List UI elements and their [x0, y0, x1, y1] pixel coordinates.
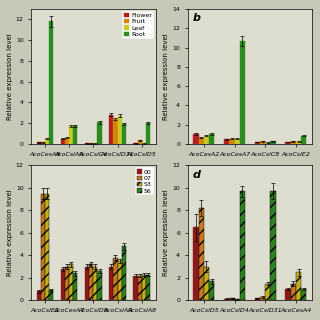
Text: b: b — [193, 13, 201, 23]
Bar — [296, 272, 301, 300]
Bar — [235, 299, 240, 300]
Bar — [224, 139, 229, 144]
Bar — [146, 275, 150, 300]
Bar — [69, 126, 73, 144]
Bar — [235, 139, 240, 144]
Bar — [224, 299, 229, 300]
Bar — [65, 267, 69, 300]
Bar — [193, 227, 199, 300]
Bar — [296, 141, 301, 144]
Bar — [122, 124, 126, 144]
Bar — [260, 141, 265, 144]
Bar — [229, 298, 235, 300]
Bar — [117, 261, 122, 300]
Bar — [37, 292, 41, 300]
Bar — [69, 264, 73, 300]
Bar — [270, 191, 276, 300]
Bar — [146, 123, 150, 144]
Bar — [291, 141, 296, 144]
Bar — [204, 136, 209, 144]
Bar — [229, 139, 235, 144]
Bar — [285, 289, 291, 300]
Bar — [138, 140, 142, 144]
Bar — [255, 298, 260, 300]
Bar — [109, 267, 113, 300]
Bar — [193, 134, 199, 144]
Bar — [98, 271, 102, 300]
Bar — [142, 143, 146, 144]
Bar — [209, 281, 214, 300]
Bar — [199, 138, 204, 144]
Bar — [265, 284, 270, 300]
Bar — [85, 143, 89, 144]
Bar — [199, 208, 204, 300]
Bar — [117, 116, 122, 144]
Bar — [41, 194, 45, 300]
Bar — [37, 142, 41, 144]
Bar — [65, 138, 69, 144]
Bar — [133, 276, 138, 300]
Bar — [98, 122, 102, 144]
Bar — [61, 269, 65, 300]
Bar — [113, 258, 117, 300]
Bar — [49, 290, 53, 300]
Y-axis label: Relative expression level: Relative expression level — [164, 189, 169, 276]
Text: d: d — [193, 170, 201, 180]
Bar — [142, 275, 146, 300]
Bar — [45, 194, 49, 300]
Bar — [270, 141, 276, 144]
Bar — [41, 142, 45, 144]
Bar — [209, 134, 214, 144]
Bar — [133, 143, 138, 144]
Bar — [285, 142, 291, 144]
Legend: Flower, Fruit, Leaf, Root: Flower, Fruit, Leaf, Root — [122, 11, 154, 39]
Bar — [89, 143, 93, 144]
Bar — [301, 289, 306, 300]
Bar — [240, 41, 245, 144]
Bar — [73, 273, 77, 300]
Bar — [89, 264, 93, 300]
Bar — [260, 297, 265, 300]
Bar — [291, 284, 296, 300]
Y-axis label: Relative expression level: Relative expression level — [7, 33, 13, 120]
Bar — [73, 126, 77, 144]
Y-axis label: Relative expression level: Relative expression level — [164, 33, 169, 120]
Bar — [138, 276, 142, 300]
Bar — [265, 143, 270, 144]
Bar — [240, 191, 245, 300]
Bar — [122, 246, 126, 300]
Y-axis label: Relative expression level: Relative expression level — [7, 189, 13, 276]
Bar — [113, 119, 117, 144]
Bar — [49, 21, 53, 144]
Bar — [109, 115, 113, 144]
Bar — [85, 267, 89, 300]
Bar — [255, 142, 260, 144]
Bar — [45, 139, 49, 144]
Bar — [93, 267, 98, 300]
Bar — [61, 139, 65, 144]
Legend: 00, 07, S3, S6: 00, 07, S3, S6 — [135, 167, 154, 196]
Bar — [204, 267, 209, 300]
Bar — [93, 143, 98, 144]
Bar — [301, 136, 306, 144]
